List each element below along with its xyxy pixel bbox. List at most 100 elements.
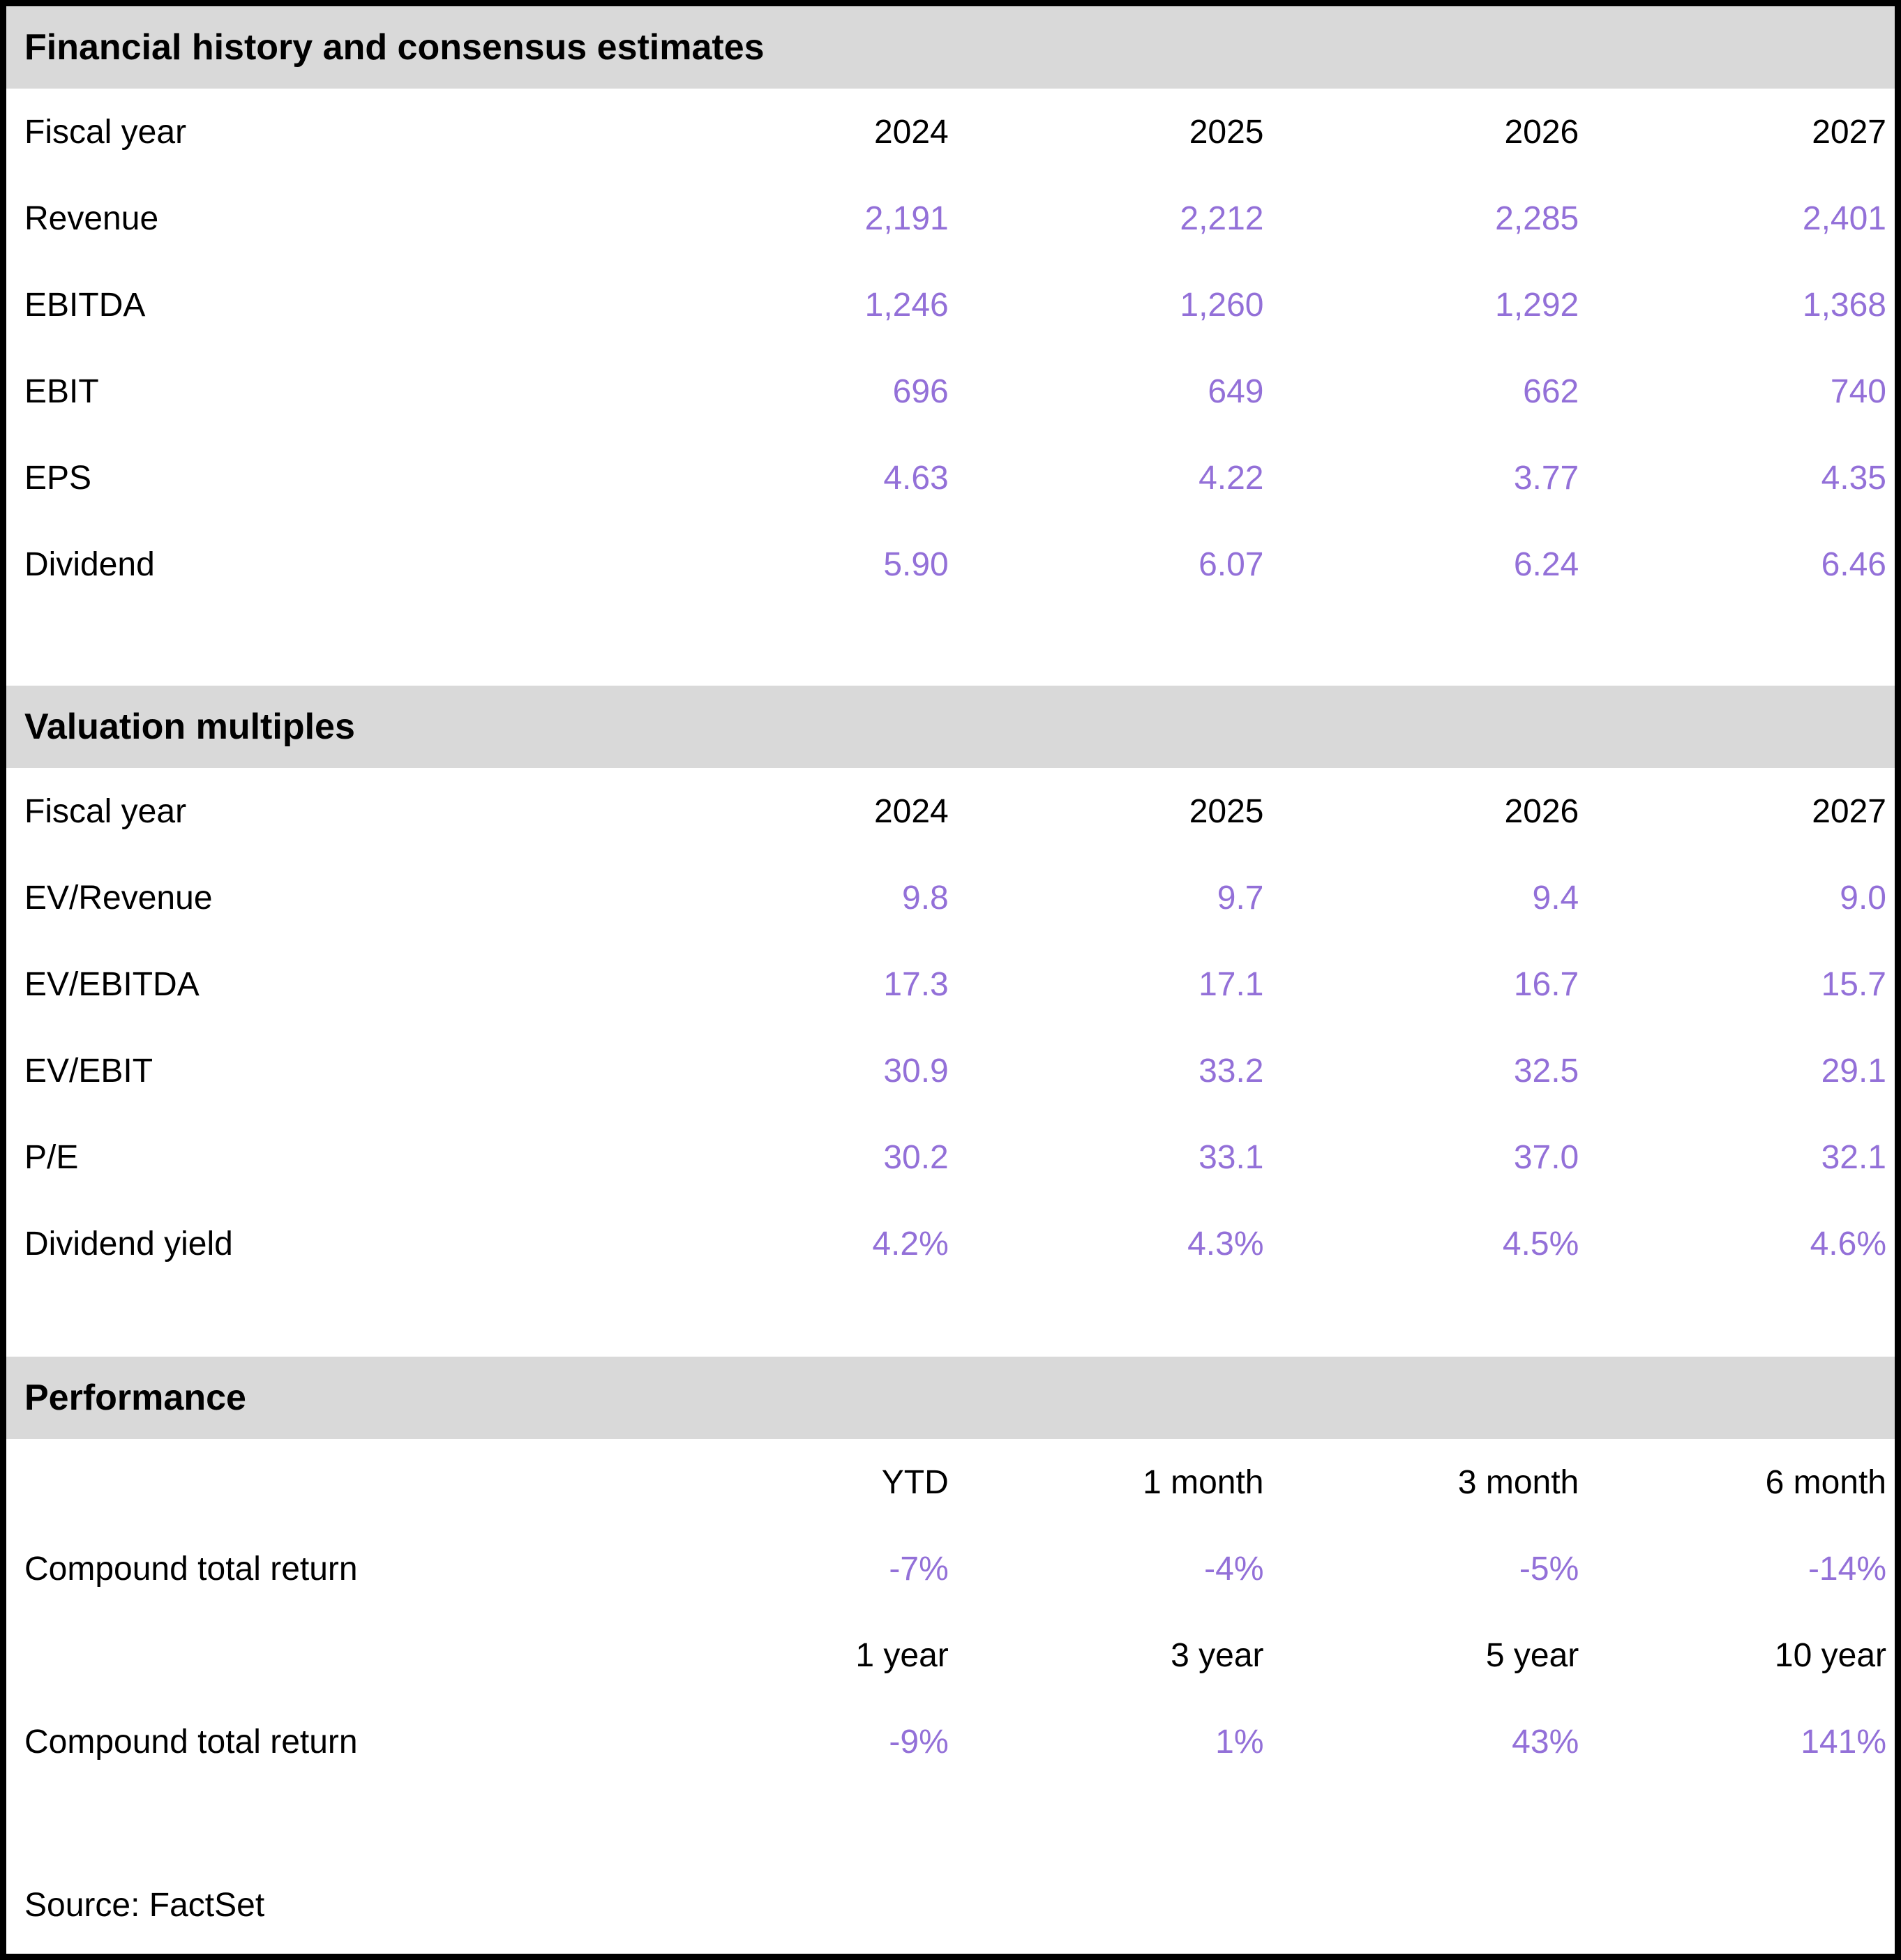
- period-header-cell: 6 month: [1765, 1463, 1886, 1501]
- section-gap: [6, 608, 1895, 686]
- value-cell: 662: [1523, 372, 1579, 410]
- table-row: EV/Revenue 9.8 9.7 9.4 9.0: [6, 854, 1895, 941]
- performance-table: YTD 1 month 3 month 6 month Compound tot…: [6, 1439, 1895, 1785]
- value-cell: -9%: [889, 1723, 949, 1761]
- row-label-pe: P/E: [24, 1138, 79, 1176]
- period-header-cell: 3 year: [1171, 1636, 1264, 1674]
- row-label-fiscal-year: Fiscal year: [24, 792, 187, 830]
- value-cell: 4.5%: [1502, 1225, 1579, 1262]
- value-cell: 30.2: [883, 1138, 949, 1176]
- row-label-revenue: Revenue: [24, 199, 159, 237]
- row-label-dividend-yield: Dividend yield: [24, 1225, 233, 1262]
- section-header-performance: Performance: [6, 1357, 1895, 1439]
- row-label-dividend: Dividend: [24, 545, 155, 583]
- value-cell: 4.2%: [872, 1225, 949, 1262]
- row-label-ev-revenue: EV/Revenue: [24, 879, 213, 917]
- value-cell: 740: [1830, 372, 1886, 410]
- section-header-valuation-multiples: Valuation multiples: [6, 686, 1895, 768]
- row-label-empty: [6, 1439, 634, 1525]
- value-cell: 6.07: [1199, 545, 1264, 583]
- section-gap: [6, 1287, 1895, 1357]
- value-cell: 9.8: [902, 879, 949, 917]
- year-header-cell: 2027: [1812, 792, 1886, 830]
- value-cell: 6.24: [1513, 545, 1579, 583]
- value-cell: 4.22: [1199, 459, 1264, 497]
- value-cell: 5.90: [883, 545, 949, 583]
- value-cell: 696: [892, 372, 949, 410]
- value-cell: 1,368: [1802, 286, 1886, 324]
- period-header-cell: 3 month: [1457, 1463, 1579, 1501]
- year-header-cell: 2026: [1504, 792, 1579, 830]
- year-header-cell: 2024: [873, 792, 949, 830]
- value-cell: 2,212: [1180, 199, 1264, 237]
- table-row: EPS 4.63 4.22 3.77 4.35: [6, 435, 1895, 521]
- table-row: EV/EBITDA 17.3 17.1 16.7 15.7: [6, 941, 1895, 1027]
- value-cell: 1,292: [1495, 286, 1579, 324]
- value-cell: 4.63: [883, 459, 949, 497]
- section-title: Valuation multiples: [24, 707, 355, 747]
- row-label-compound-total-return: Compound total return: [24, 1723, 358, 1761]
- row-label-compound-total-return: Compound total return: [24, 1550, 358, 1588]
- table-row: EBIT 696 649 662 740: [6, 348, 1895, 435]
- value-cell: 30.9: [883, 1052, 949, 1090]
- table-row: Compound total return -9% 1% 43% 141%: [6, 1698, 1895, 1785]
- value-cell: 33.2: [1199, 1052, 1264, 1090]
- value-cell: 2,401: [1802, 199, 1886, 237]
- year-header-cell: 2027: [1812, 113, 1886, 151]
- value-cell: 3.77: [1513, 459, 1579, 497]
- year-header-cell: 2025: [1189, 113, 1264, 151]
- value-cell: 43%: [1512, 1723, 1579, 1761]
- table-row: Compound total return -7% -4% -5% -14%: [6, 1525, 1895, 1612]
- table-row: Fiscal year 2024 2025 2026 2027: [6, 89, 1895, 175]
- value-cell: 4.35: [1821, 459, 1886, 497]
- table-row: 1 year 3 year 5 year 10 year: [6, 1612, 1895, 1698]
- table-row: EV/EBIT 30.9 33.2 32.5 29.1: [6, 1027, 1895, 1114]
- value-cell: 649: [1208, 372, 1264, 410]
- value-cell: 1%: [1215, 1723, 1264, 1761]
- value-cell: 16.7: [1513, 965, 1579, 1003]
- row-label-fiscal-year: Fiscal year: [24, 113, 187, 151]
- section-title: Performance: [24, 1378, 246, 1418]
- table-row: P/E 30.2 33.1 37.0 32.1: [6, 1114, 1895, 1200]
- value-cell: 32.5: [1513, 1052, 1579, 1090]
- value-cell: 32.1: [1821, 1138, 1886, 1176]
- year-header-cell: 2026: [1504, 113, 1579, 151]
- value-cell: 1,260: [1180, 286, 1264, 324]
- year-header-cell: 2024: [873, 113, 949, 151]
- section-header-financial-history: Financial history and consensus estimate…: [6, 6, 1895, 89]
- year-header-cell: 2025: [1189, 792, 1264, 830]
- table-row: Revenue 2,191 2,212 2,285 2,401: [6, 175, 1895, 262]
- row-label-ev-ebit: EV/EBIT: [24, 1052, 153, 1090]
- period-header-cell: YTD: [881, 1463, 949, 1501]
- value-cell: 2,285: [1495, 199, 1579, 237]
- table-row: EBITDA 1,246 1,260 1,292 1,368: [6, 262, 1895, 348]
- row-label-ebit: EBIT: [24, 372, 99, 410]
- value-cell: 37.0: [1513, 1138, 1579, 1176]
- value-cell: 33.1: [1199, 1138, 1264, 1176]
- table-row: Fiscal year 2024 2025 2026 2027: [6, 768, 1895, 854]
- value-cell: 9.0: [1840, 879, 1886, 917]
- value-cell: 141%: [1801, 1723, 1886, 1761]
- value-cell: 9.4: [1532, 879, 1579, 917]
- table-row: Dividend 5.90 6.07 6.24 6.46: [6, 521, 1895, 608]
- row-label-eps: EPS: [24, 459, 92, 497]
- row-label-ev-ebitda: EV/EBITDA: [24, 965, 200, 1003]
- value-cell: 9.7: [1217, 879, 1264, 917]
- period-header-cell: 1 year: [855, 1636, 949, 1674]
- table-row: Dividend yield 4.2% 4.3% 4.5% 4.6%: [6, 1200, 1895, 1287]
- source-attribution: Source: FactSet: [24, 1887, 265, 1924]
- value-cell: -14%: [1808, 1550, 1886, 1588]
- value-cell: 1,246: [864, 286, 949, 324]
- value-cell: 17.1: [1199, 965, 1264, 1003]
- value-cell: 2,191: [864, 199, 949, 237]
- value-cell: 4.3%: [1187, 1225, 1264, 1262]
- section-title: Financial history and consensus estimate…: [24, 27, 765, 68]
- financial-history-table: Fiscal year 2024 2025 2026 2027 Revenue …: [6, 89, 1895, 608]
- table-row: YTD 1 month 3 month 6 month: [6, 1439, 1895, 1525]
- value-cell: 17.3: [883, 965, 949, 1003]
- row-label-empty: [6, 1612, 634, 1698]
- value-cell: -7%: [889, 1550, 949, 1588]
- value-cell: 6.46: [1821, 545, 1886, 583]
- value-cell: 15.7: [1821, 965, 1886, 1003]
- value-cell: -4%: [1204, 1550, 1264, 1588]
